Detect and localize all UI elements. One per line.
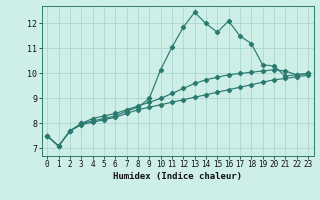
- X-axis label: Humidex (Indice chaleur): Humidex (Indice chaleur): [113, 172, 242, 181]
